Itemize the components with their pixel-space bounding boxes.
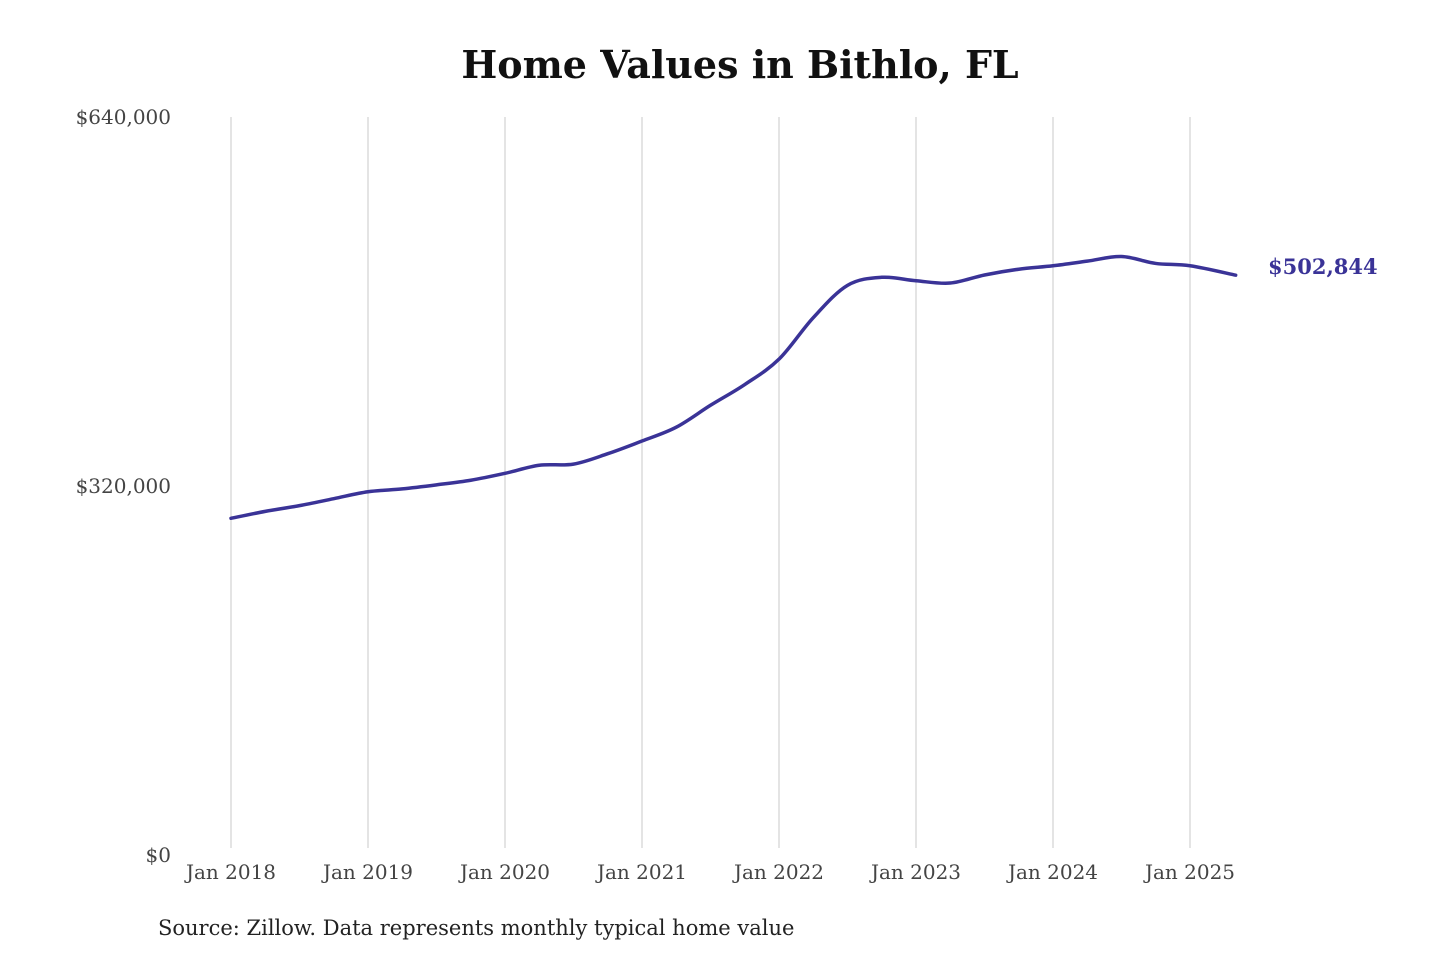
end-value-label: $502,844 xyxy=(1268,254,1378,279)
x-tick-label: Jan 2020 xyxy=(458,860,550,884)
x-tick-label: Jan 2023 xyxy=(869,860,961,884)
x-tick-label: Jan 2024 xyxy=(1006,860,1098,884)
series-line xyxy=(229,254,1238,521)
x-tick-label: Jan 2019 xyxy=(321,860,413,884)
x-tick-label: Jan 2018 xyxy=(184,860,276,884)
y-tick-label: $0 xyxy=(146,843,171,867)
x-tick-label: Jan 2025 xyxy=(1143,860,1235,884)
chart-title: Home Values in Bithlo, FL xyxy=(461,42,1019,87)
y-tick-label: $320,000 xyxy=(76,474,171,498)
source-note: Source: Zillow. Data represents monthly … xyxy=(158,916,795,940)
x-tick-label: Jan 2022 xyxy=(732,860,824,884)
x-tick-label: Jan 2021 xyxy=(595,860,687,884)
y-tick-label: $640,000 xyxy=(76,105,171,129)
